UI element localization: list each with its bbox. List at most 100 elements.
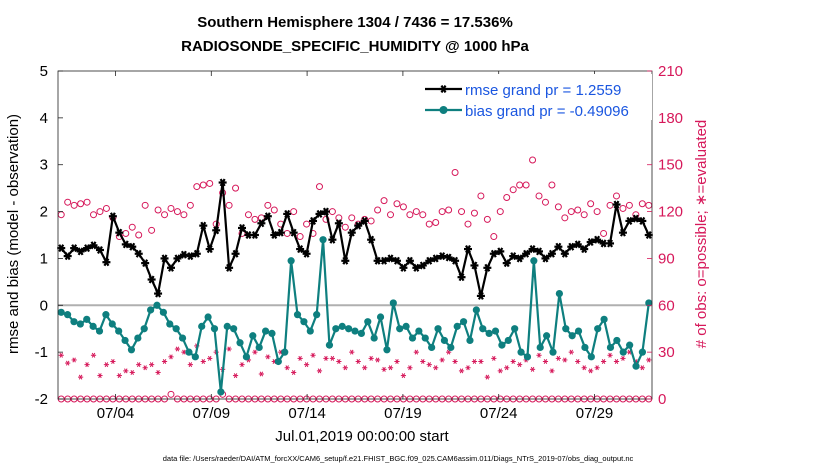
- bias-point: [389, 299, 397, 307]
- bias-point: [594, 325, 602, 333]
- rmse-point: [412, 263, 421, 272]
- possible-marker: [251, 215, 259, 223]
- possible-marker: [451, 169, 459, 177]
- obs-count-marks: [57, 156, 653, 403]
- rmse-point: [63, 252, 72, 261]
- possible-marker: [64, 198, 72, 206]
- bias-point: [345, 325, 353, 333]
- evaluated-marker: [374, 357, 381, 363]
- rmse-point: [438, 252, 447, 261]
- rmse-point: [354, 221, 363, 230]
- evaluated-marker: [510, 359, 516, 365]
- rmse-point: [567, 242, 576, 251]
- evaluated-marker: [310, 352, 316, 358]
- x-tick-label: 07/19: [384, 405, 422, 422]
- evaluated-marker: [613, 359, 620, 365]
- rmse-point: [57, 244, 66, 253]
- possible-marker: [470, 209, 478, 217]
- evaluated-marker: [323, 355, 329, 361]
- bias-point: [543, 332, 551, 340]
- rmse-point: [70, 244, 79, 253]
- rmse-point: [108, 212, 117, 221]
- evaluated-marker: [187, 362, 193, 368]
- rmse-point: [405, 256, 414, 265]
- rmse-point: [431, 254, 440, 263]
- rmse-point: [231, 249, 240, 258]
- rmse-point: [522, 249, 531, 258]
- bias-point: [210, 325, 219, 333]
- x-tick-label: 07/09: [193, 405, 231, 422]
- bias-point: [370, 334, 378, 342]
- bias-point: [281, 348, 289, 356]
- evaluated-marker: [342, 365, 348, 371]
- evaluated-marker: [103, 362, 110, 368]
- y-tick-label: 5: [40, 63, 48, 80]
- possible-marker: [464, 220, 472, 228]
- evaluated-marker: [329, 355, 336, 361]
- bias-point: [428, 343, 436, 352]
- rmse-point: [192, 249, 201, 258]
- possible-marker: [193, 183, 201, 191]
- rmse-point: [347, 228, 356, 237]
- plot-area: [58, 71, 652, 399]
- rmse-point: [541, 254, 550, 263]
- possible-marker: [593, 208, 601, 216]
- bias-point: [115, 327, 123, 335]
- evaluated-marker: [349, 349, 355, 355]
- rmse-point: [341, 256, 350, 265]
- evaluated-marker: [226, 346, 232, 352]
- possible-marker: [619, 204, 627, 212]
- bias-point: [293, 311, 302, 319]
- evaluated-marker: [200, 359, 206, 365]
- bias-point: [498, 341, 506, 349]
- possible-marker: [438, 208, 446, 216]
- bias-point: [140, 325, 148, 333]
- y-tick-label: 2: [40, 204, 48, 221]
- y2-axis-label: # of obs: o=possible; ∗=evaluated: [693, 120, 710, 349]
- x-axis-label: Jul.01,2019 00:00:00 start: [275, 428, 449, 445]
- evaluated-marker: [58, 352, 64, 358]
- possible-marker: [574, 206, 582, 214]
- possible-marker: [167, 204, 175, 212]
- rmse-point: [134, 249, 143, 258]
- y2-tick-label: 90: [658, 250, 675, 267]
- x-tick-label: 07/04: [97, 405, 135, 422]
- x-tick-label: 07/14: [288, 405, 326, 422]
- bias-point: [408, 334, 417, 342]
- evaluated-marker: [207, 355, 213, 361]
- possible-marker: [509, 186, 517, 194]
- possible-marker: [186, 201, 194, 209]
- bias-point: [166, 320, 174, 328]
- possible-marker: [503, 194, 511, 202]
- legend: rmse grand pr = 1.2559 bias grand pr = -…: [420, 74, 652, 120]
- rmse-point: [95, 245, 104, 255]
- plot-border: [57, 70, 653, 400]
- x-tick-label: 07/24: [480, 405, 518, 422]
- evaluated-marker: [639, 365, 645, 371]
- y-tick-label: -1: [35, 344, 48, 361]
- y2-tick-label: 120: [658, 204, 683, 221]
- rmse-point: [121, 240, 130, 249]
- plot-background: [58, 71, 652, 399]
- bias-point: [134, 334, 142, 342]
- bias-point: [313, 311, 321, 319]
- rmse-point: [399, 263, 408, 272]
- evaluated-marker: [71, 357, 77, 363]
- possible-marker: [70, 201, 78, 209]
- possible-marker: [83, 198, 91, 206]
- rmse-point: [425, 256, 434, 265]
- bias-point: [121, 336, 129, 345]
- rmse-point: [128, 242, 137, 251]
- evaluated-marker: [426, 362, 432, 368]
- rmse-point: [644, 230, 653, 240]
- evaluated-marker: [452, 359, 458, 365]
- rmse-point: [586, 238, 595, 247]
- evaluated-marker: [97, 373, 103, 379]
- evaluated-marker: [413, 349, 419, 355]
- evaluated-marker: [123, 368, 129, 374]
- y2-tick-label: 210: [658, 63, 683, 80]
- evaluated-marker: [407, 365, 413, 371]
- possible-marker: [387, 211, 395, 219]
- evaluated-marker: [362, 365, 368, 371]
- bias-point: [574, 327, 583, 335]
